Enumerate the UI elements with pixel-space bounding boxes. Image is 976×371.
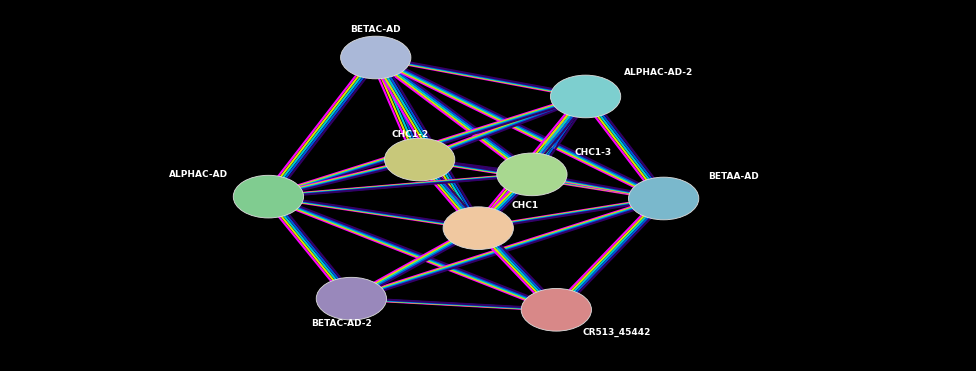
Ellipse shape xyxy=(550,75,621,118)
Text: CHC1-2: CHC1-2 xyxy=(391,130,428,139)
Ellipse shape xyxy=(233,175,304,218)
Ellipse shape xyxy=(316,277,386,320)
Text: CHC1: CHC1 xyxy=(511,201,539,210)
Text: ALPHAC-AD-2: ALPHAC-AD-2 xyxy=(625,68,693,77)
Text: ALPHAC-AD: ALPHAC-AD xyxy=(169,170,227,179)
Text: CR513_45442: CR513_45442 xyxy=(583,328,651,336)
Text: BETAA-AD: BETAA-AD xyxy=(709,172,759,181)
Ellipse shape xyxy=(629,177,699,220)
Ellipse shape xyxy=(341,36,411,79)
Text: CHC1-3: CHC1-3 xyxy=(575,148,612,157)
Ellipse shape xyxy=(443,207,513,249)
Ellipse shape xyxy=(385,138,455,181)
Text: BETAC-AD-2: BETAC-AD-2 xyxy=(311,319,372,328)
Text: BETAC-AD: BETAC-AD xyxy=(350,25,401,34)
Ellipse shape xyxy=(521,289,591,331)
Ellipse shape xyxy=(497,153,567,196)
